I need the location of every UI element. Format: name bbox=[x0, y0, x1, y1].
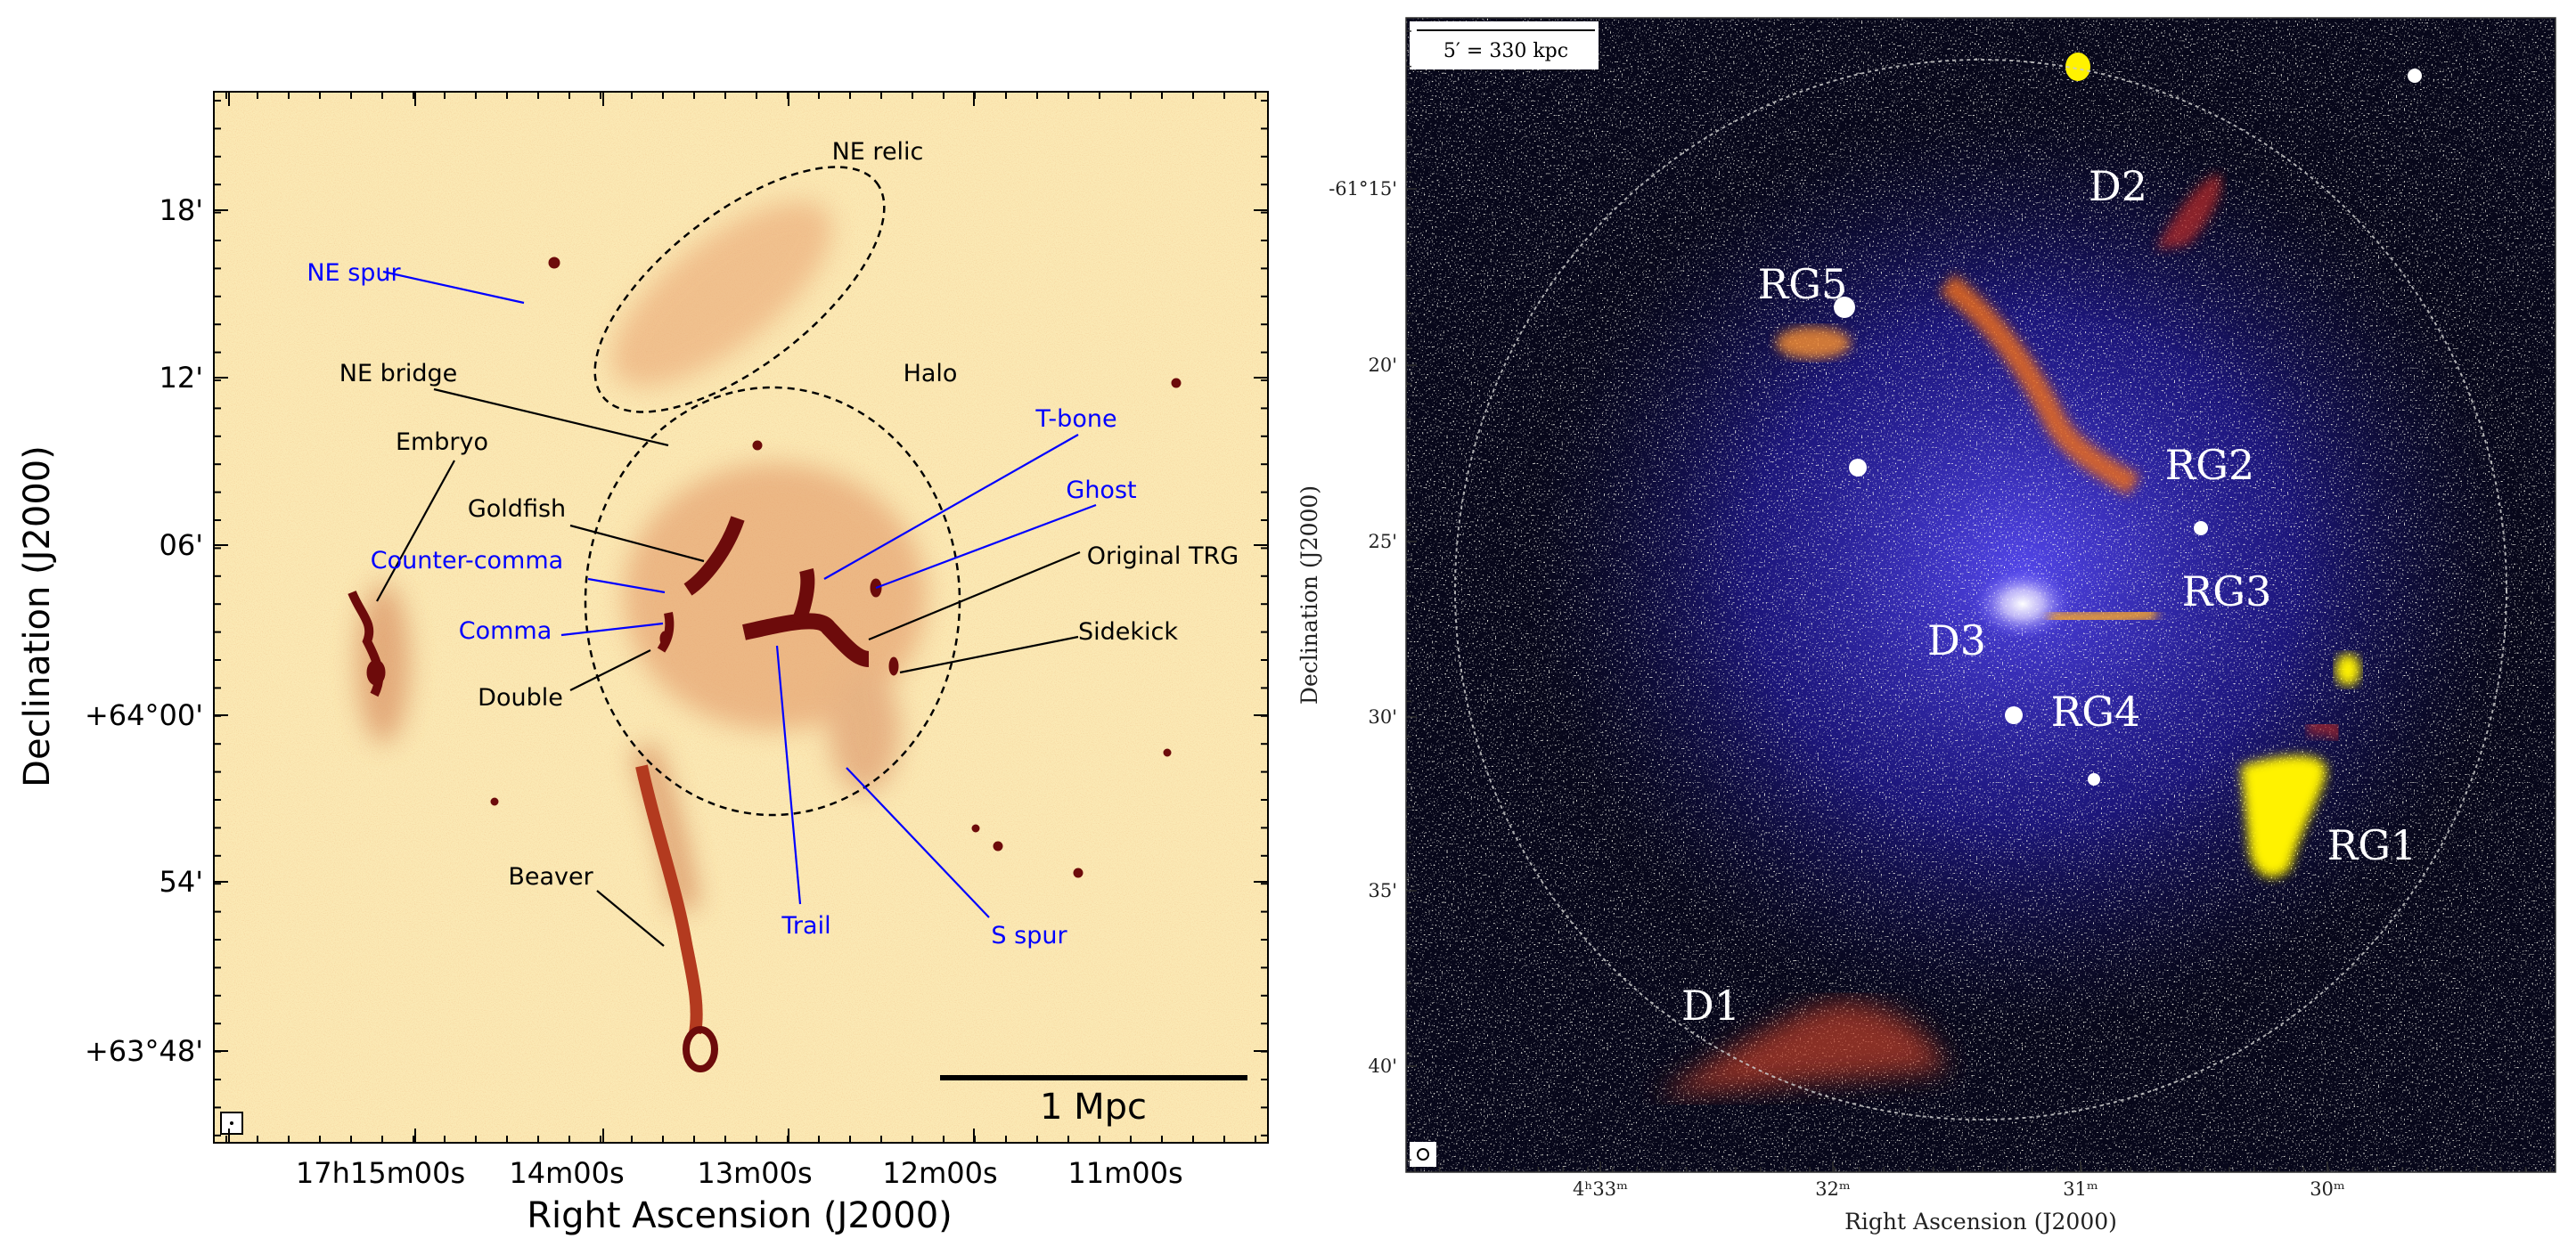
y-tick-label: 54' bbox=[159, 865, 203, 899]
y-tick-label: 18' bbox=[159, 193, 203, 227]
r-x-tick-label: 32ᵐ bbox=[1815, 1178, 1851, 1200]
label-ne-bridge: NE bridge bbox=[339, 360, 457, 387]
tbone-source bbox=[790, 568, 815, 627]
label-halo: Halo bbox=[904, 360, 958, 387]
y-tick-label: 12' bbox=[159, 361, 203, 395]
label-rg1: RG1 bbox=[2327, 821, 2417, 869]
label-goldfish: Goldfish bbox=[468, 495, 566, 523]
right-x-tick-labels: 4ʰ33ᵐ 32ᵐ 31ᵐ 30ᵐ bbox=[1573, 1178, 2345, 1200]
right-x-axis-title: Right Ascension (J2000) bbox=[1844, 1209, 2117, 1235]
d1-source bbox=[1657, 1002, 1947, 1096]
r-x-tick-label: 31ᵐ bbox=[2063, 1178, 2098, 1200]
left-labels-blue: NE spur T-bone Ghost Counter-comma Comma Trai… bbox=[307, 259, 1136, 949]
r-y-tick-label: 40' bbox=[1369, 1055, 1398, 1077]
right-scale-bar-label: 5′ = 330 kpc bbox=[1443, 40, 1568, 62]
label-double: Double bbox=[478, 684, 563, 712]
label-trail: Trail bbox=[781, 912, 830, 940]
right-optical-xray-panel: 5′ = 330 kpc D2 RG5 RG2 RG3 D3 RG4 RG1 D1 -61°1… bbox=[1296, 17, 2556, 1235]
label-d3: D3 bbox=[1927, 616, 1986, 664]
left-axis-ticks bbox=[214, 92, 1268, 1143]
x-tick-label: 12m00s bbox=[882, 1156, 997, 1190]
left-scale-bar-label: 1 Mpc bbox=[1040, 1087, 1147, 1128]
rg1-source bbox=[2241, 755, 2327, 877]
r-y-tick-label: 25' bbox=[1369, 531, 1398, 552]
label-ghost: Ghost bbox=[1066, 477, 1136, 504]
label-counter-comma: Counter-comma bbox=[371, 547, 563, 575]
goldfish-source bbox=[683, 516, 745, 596]
left-y-tick-labels: 18' 12' 06' +64°00' 54' +63°48' bbox=[85, 193, 203, 1068]
label-embryo: Embryo bbox=[396, 428, 488, 456]
label-d1: D1 bbox=[1681, 982, 1740, 1030]
label-rg2: RG2 bbox=[2165, 441, 2255, 489]
y-tick-label: +64°00' bbox=[85, 698, 203, 732]
label-original-trg: Original TRG bbox=[1087, 542, 1239, 570]
y-tick-label: +63°48' bbox=[85, 1034, 203, 1068]
label-beaver: Beaver bbox=[508, 863, 593, 891]
left-labels-black: NE relic NE bridge Halo Embryo Goldfish Origi… bbox=[339, 138, 1239, 891]
left-plot-frame bbox=[213, 91, 1269, 1144]
rg3-source bbox=[2049, 606, 2157, 626]
x-tick-label: 13m00s bbox=[697, 1156, 812, 1190]
d2-source bbox=[2156, 174, 2221, 249]
r-y-tick-label: 30' bbox=[1369, 706, 1398, 728]
rg5-source bbox=[1776, 327, 1851, 359]
label-ne-relic: NE relic bbox=[832, 138, 924, 166]
label-rg5: RG5 bbox=[1758, 260, 1848, 308]
label-s-spur: S spur bbox=[991, 922, 1067, 949]
trg-source bbox=[742, 613, 871, 667]
pointer-lines bbox=[376, 270, 1097, 947]
left-x-axis-title: Right Ascension (J2000) bbox=[527, 1195, 953, 1236]
r-x-tick-label: 4ʰ33ᵐ bbox=[1573, 1178, 1628, 1200]
label-ne-spur: NE spur bbox=[307, 259, 401, 287]
beaver-head bbox=[683, 1026, 718, 1072]
right-y-axis-title: Declination (J2000) bbox=[1296, 485, 1322, 705]
compact-emission bbox=[348, 257, 1182, 1072]
right-beam-marker bbox=[1410, 1142, 1436, 1167]
x-tick-label: 11m00s bbox=[1067, 1156, 1182, 1190]
label-rg4: RG4 bbox=[2051, 688, 2141, 736]
beaver-source bbox=[635, 764, 703, 1035]
y-tick-label: 06' bbox=[159, 528, 203, 562]
label-d2: D2 bbox=[2089, 162, 2147, 210]
x-tick-label: 17h15m00s bbox=[296, 1156, 465, 1190]
r500-circle bbox=[1454, 59, 2507, 1121]
label-t-bone: T-bone bbox=[1034, 405, 1116, 433]
r-y-tick-label: 35' bbox=[1369, 880, 1398, 901]
bcg-galaxy bbox=[1974, 568, 2072, 640]
radio-emission bbox=[1657, 53, 2360, 1096]
right-y-tick-labels: -61°15' 20' 25' 30' 35' 40' bbox=[1329, 178, 1397, 1077]
rg2-source bbox=[1940, 273, 2141, 496]
right-axis-ticks bbox=[1406, 30, 2551, 1172]
label-sidekick: Sidekick bbox=[1078, 618, 1178, 646]
left-x-tick-labels: 17h15m00s 14m00s 13m00s 12m00s 11m00s bbox=[296, 1156, 1183, 1190]
r-y-tick-label: 20' bbox=[1369, 354, 1398, 376]
label-rg3: RG3 bbox=[2182, 567, 2272, 615]
x-tick-label: 14m00s bbox=[509, 1156, 624, 1190]
left-radio-image-panel: NE relic NE bridge Halo Embryo Goldfish Origi… bbox=[17, 91, 1269, 1236]
right-labels: D2 RG5 RG2 RG3 D3 RG4 RG1 D1 bbox=[1681, 162, 2417, 1030]
left-y-axis-title: Declination (J2000) bbox=[17, 445, 58, 787]
label-comma: Comma bbox=[459, 617, 552, 645]
bright-stars bbox=[1834, 69, 2422, 786]
r-x-tick-label: 30ᵐ bbox=[2310, 1178, 2345, 1200]
ne-relic-region bbox=[593, 166, 886, 413]
r-y-tick-label: -61°15' bbox=[1329, 178, 1397, 200]
